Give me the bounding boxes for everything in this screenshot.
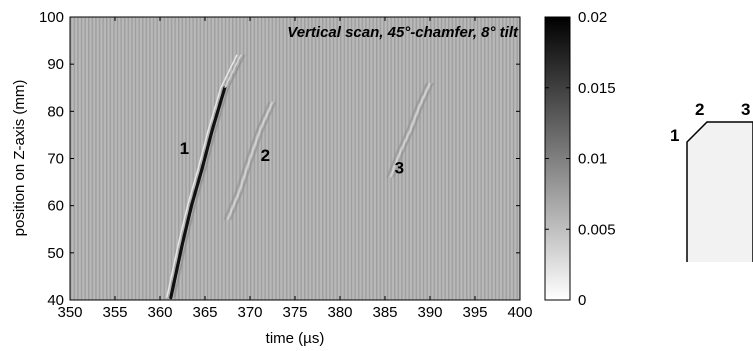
specimen-outline bbox=[686, 121, 753, 262]
colorbar-tick-label: 0.01 bbox=[578, 151, 607, 168]
echo-2-trace bbox=[223, 101, 271, 221]
echo-1-ripple bbox=[173, 54, 246, 298]
x-tick-label: 365 bbox=[192, 304, 217, 321]
echo-label-1: 1 bbox=[180, 139, 189, 158]
echo-layer bbox=[166, 54, 434, 300]
y-tick-label: 80 bbox=[47, 103, 64, 120]
chart-title: Vertical scan, 45°-chamfer, 8° tilt bbox=[287, 24, 519, 41]
inset-label-3: 3 bbox=[741, 100, 750, 119]
x-tick-label: 400 bbox=[507, 304, 532, 321]
echo-3-trace bbox=[389, 82, 431, 178]
inset-label-2: 2 bbox=[695, 100, 704, 119]
echo-1-ripple bbox=[166, 54, 238, 298]
colorbar-tick-label: 0.015 bbox=[578, 80, 616, 97]
inset-label-1: 1 bbox=[670, 126, 679, 145]
x-tick-label: 375 bbox=[282, 304, 307, 321]
specimen-inset: 1 2 3 bbox=[670, 100, 753, 262]
colorbar-tick-label: 0 bbox=[578, 292, 586, 309]
echo-3-trace bbox=[386, 82, 428, 178]
echo-1-tail bbox=[224, 54, 242, 89]
echo-2-trace bbox=[229, 101, 277, 221]
echo-1-trace bbox=[169, 86, 227, 300]
x-tick-label: 380 bbox=[327, 304, 352, 321]
colorbar-ticks: 0 0.005 0.01 0.015 0.02 bbox=[545, 9, 616, 309]
y-tick-label: 50 bbox=[47, 245, 64, 262]
y-axis-label: position on Z-axis (mm) bbox=[11, 80, 28, 237]
annotation-layer: 1 2 3 bbox=[180, 139, 405, 178]
plot-area bbox=[70, 17, 520, 300]
x-tick-label: 370 bbox=[237, 304, 262, 321]
y-tick-label: 60 bbox=[47, 198, 64, 215]
y-tick-label: 70 bbox=[47, 151, 64, 168]
y-tick-label: 40 bbox=[47, 292, 64, 309]
x-tick-label: 360 bbox=[147, 304, 172, 321]
y-ticks: 40 50 60 70 80 90 100 bbox=[39, 9, 520, 309]
echo-3-trace bbox=[392, 82, 434, 178]
x-tick-label: 355 bbox=[102, 304, 127, 321]
echo-2-trace bbox=[226, 101, 274, 221]
x-tick-label: 350 bbox=[57, 304, 82, 321]
x-tick-label: 395 bbox=[462, 304, 487, 321]
echo-label-2: 2 bbox=[261, 146, 270, 165]
echo-label-3: 3 bbox=[395, 159, 404, 178]
y-tick-label: 90 bbox=[47, 56, 64, 73]
colorbar-tick-label: 0.02 bbox=[578, 9, 607, 26]
x-tick-label: 390 bbox=[417, 304, 442, 321]
x-ticks: 350 355 360 365 370 375 380 385 390 395 400 bbox=[57, 17, 533, 321]
colorbar bbox=[544, 16, 571, 301]
x-tick-label: 385 bbox=[372, 304, 397, 321]
colorbar-tick-label: 0.005 bbox=[578, 221, 616, 238]
x-axis-label: time (µs) bbox=[266, 330, 325, 347]
y-tick-label: 100 bbox=[39, 9, 64, 26]
